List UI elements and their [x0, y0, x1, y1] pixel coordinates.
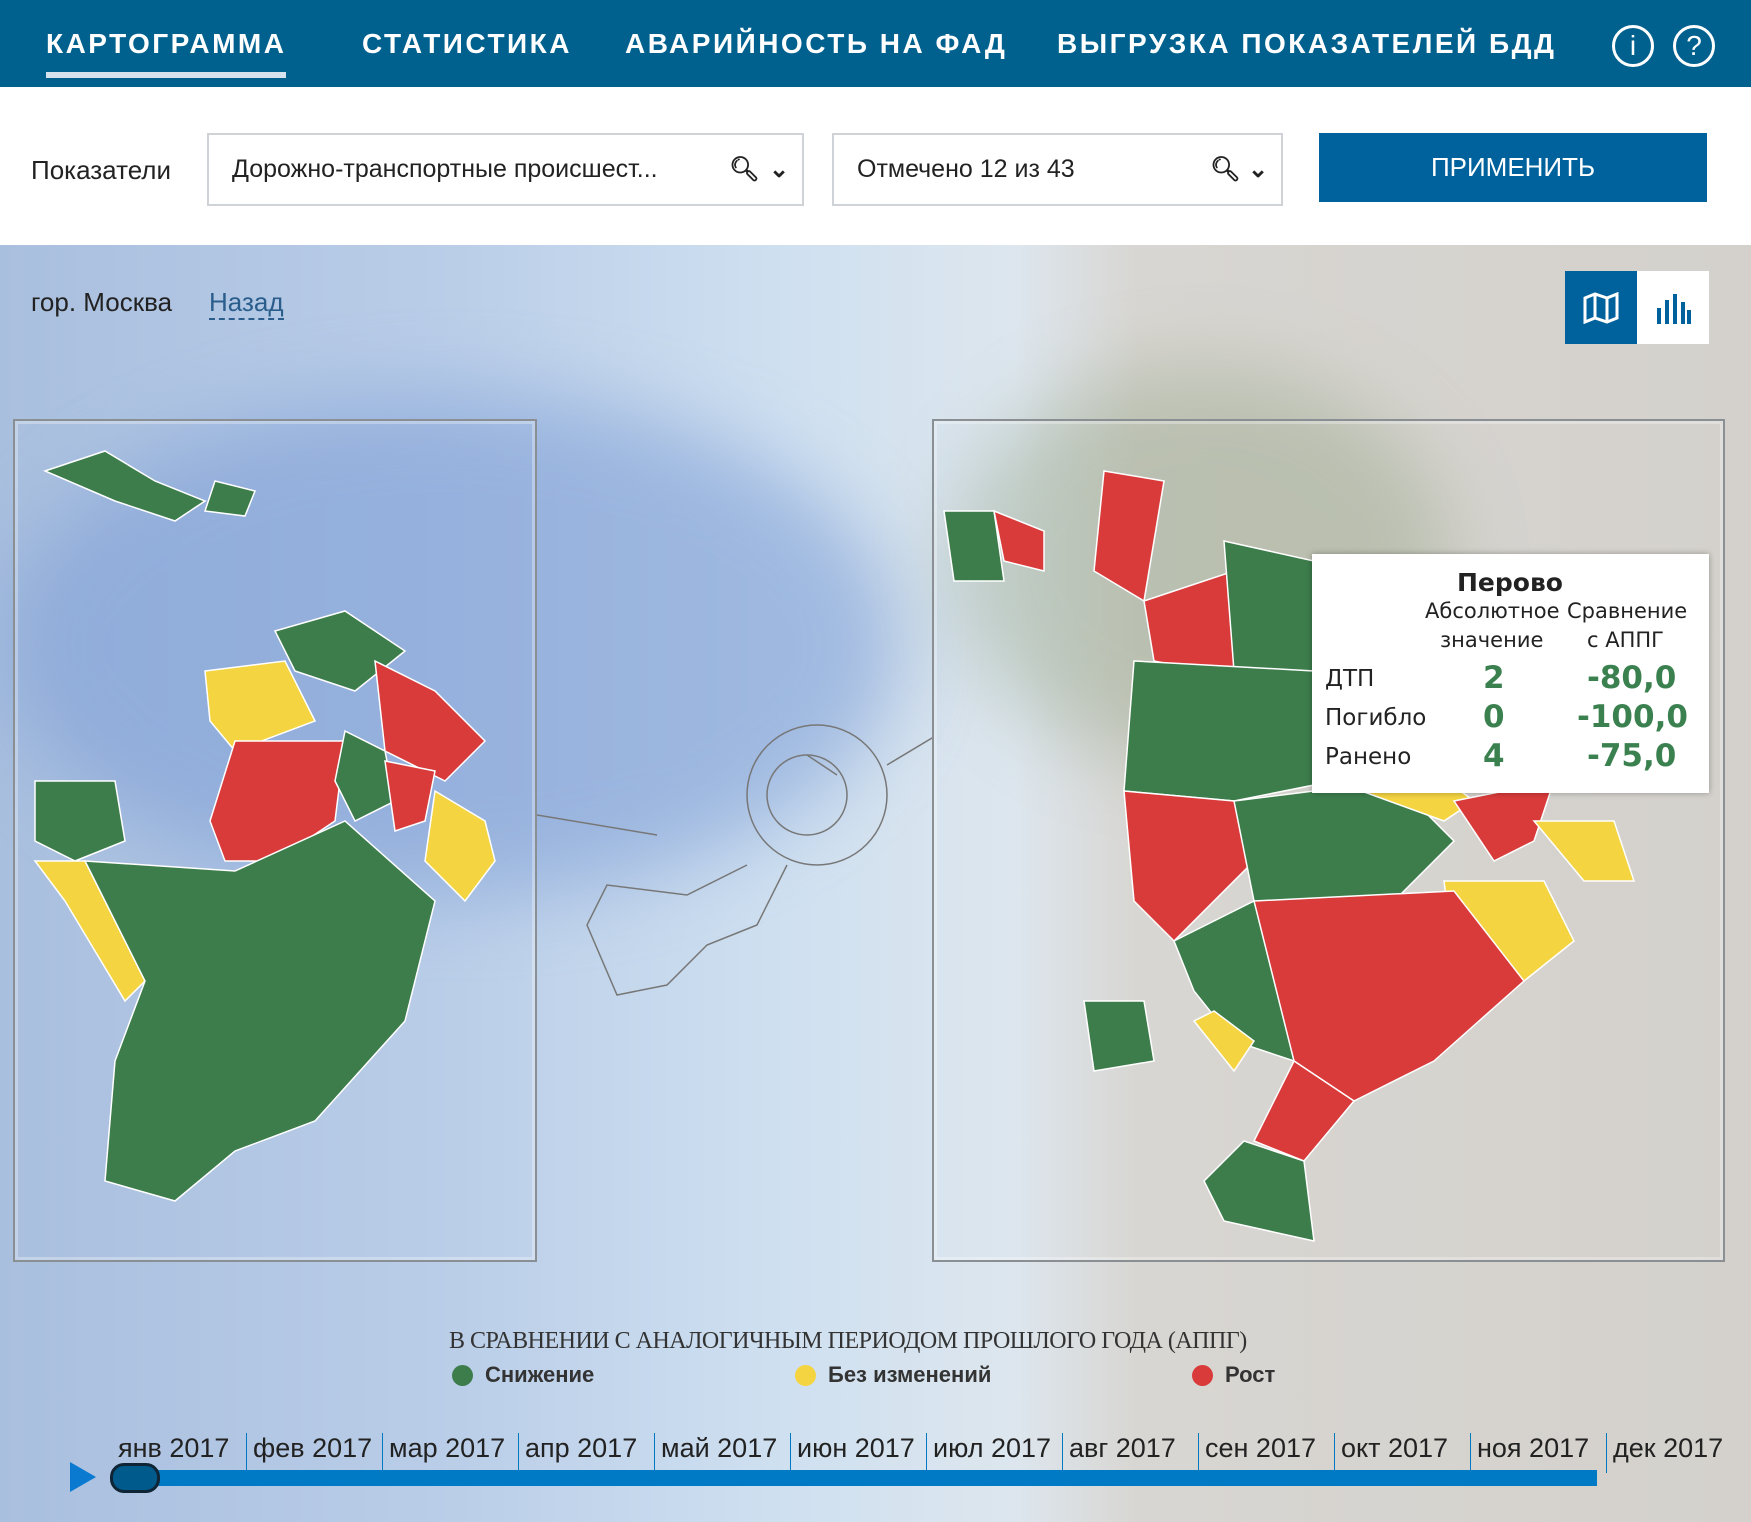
tab-export[interactable]: ВЫГРУЗКА ПОКАЗАТЕЛЕЙ БДД [1057, 28, 1557, 59]
district-shape[interactable] [1192, 1010, 1256, 1073]
bar-chart-icon [1657, 293, 1691, 324]
district-shape[interactable] [204, 660, 317, 752]
legend-decrease: Снижение [452, 1362, 594, 1388]
indicators-label: Показатели [31, 155, 171, 185]
tab-fad-accidents[interactable]: АВАРИЙНОСТЬ НА ФАД [625, 28, 1008, 59]
col-header: Сравнение [1567, 599, 1688, 623]
district-shape[interactable] [424, 789, 496, 903]
red-dot-icon [1192, 1364, 1213, 1386]
district-shape[interactable] [33, 860, 146, 1003]
timeline-month[interactable]: июн 2017 [790, 1433, 915, 1473]
district-shape[interactable] [83, 820, 436, 1202]
district-shape[interactable] [384, 760, 436, 832]
district-shape[interactable] [1093, 470, 1165, 603]
row-change: -80,0 [1587, 660, 1677, 696]
district-shape[interactable] [1532, 820, 1636, 882]
district-shape[interactable] [1173, 899, 1296, 1063]
col-header: Абсолютное [1425, 599, 1560, 623]
legend-label: Рост [1225, 1362, 1276, 1387]
district-shape[interactable] [943, 510, 1005, 582]
map-icon [1583, 291, 1619, 324]
old-moscow-map [932, 419, 1725, 1262]
search-icon: 🔍︎ [729, 156, 760, 183]
legend-label: Без изменений [828, 1362, 992, 1387]
chevron-down-icon: ⌄ [1248, 156, 1269, 183]
yellow-dot-icon [795, 1364, 816, 1386]
row-value: 2 [1483, 660, 1505, 696]
district-tooltip: Перово Абсолютное значение Сравнение с А… [1312, 554, 1709, 793]
timeline-handle[interactable] [110, 1463, 160, 1493]
timeline-month[interactable]: июл 2017 [926, 1433, 1051, 1473]
new-moscow-map [13, 419, 537, 1262]
row-label: Ранено [1325, 744, 1412, 770]
current-region: гор. Москва [31, 287, 173, 317]
timeline-month[interactable]: апр 2017 [518, 1433, 637, 1473]
indicator-value: Дорожно-транспортные происшест... [232, 155, 658, 183]
row-value: 4 [1483, 738, 1505, 774]
district-value: Отмечено 12 из 43 [857, 155, 1075, 183]
timeline-month[interactable]: фев 2017 [246, 1433, 372, 1473]
district-shape[interactable] [42, 450, 207, 522]
district-shape[interactable] [1203, 1140, 1315, 1242]
legend-nochange: Без изменений [795, 1362, 991, 1388]
row-change: -75,0 [1587, 738, 1677, 774]
row-change: -100,0 [1577, 699, 1688, 735]
timeline-month[interactable]: ноя 2017 [1470, 1433, 1589, 1473]
legend-label: Снижение [485, 1362, 595, 1387]
new-moscow-districts [33, 450, 496, 1202]
timeline-month[interactable]: май 2017 [654, 1433, 777, 1473]
timeline-month[interactable]: мар 2017 [382, 1433, 505, 1473]
timeline-month[interactable]: дек 2017 [1606, 1433, 1723, 1473]
moscow-overview-map [537, 724, 932, 996]
timeline-month[interactable]: янв 2017 [118, 1433, 230, 1463]
green-dot-icon [452, 1364, 473, 1386]
legend-increase: Рост [1192, 1362, 1275, 1388]
map-view-button[interactable] [1565, 271, 1637, 344]
row-label: ДТП [1325, 666, 1375, 692]
district-shape[interactable] [374, 659, 487, 782]
search-icon: 🔍︎ [1210, 156, 1241, 183]
apply-button[interactable]: ПРИМЕНИТЬ [1319, 133, 1707, 202]
help-icon[interactable]: ? [1673, 25, 1715, 67]
timeline-month[interactable]: окт 2017 [1334, 1433, 1448, 1473]
moscow-districts [943, 470, 1636, 1242]
timeline-track[interactable] [112, 1470, 1597, 1486]
district-shape[interactable] [203, 480, 257, 517]
tab-statistics[interactable]: СТАТИСТИКА [362, 28, 572, 59]
info-icon[interactable]: i [1612, 25, 1654, 67]
chevron-down-icon: ⌄ [769, 156, 790, 183]
district-shape[interactable] [1083, 1000, 1155, 1072]
indicator-select[interactable]: Дорожно-транспортные происшест... 🔍︎ ⌄ [207, 133, 804, 206]
chart-view-button[interactable] [1637, 271, 1709, 344]
timeline-month[interactable]: авг 2017 [1062, 1433, 1176, 1473]
row-value: 0 [1483, 699, 1505, 735]
district-shape[interactable] [1123, 790, 1255, 943]
map-area: гор. Москва Назад [0, 245, 1751, 1522]
col-header: значение [1440, 628, 1544, 652]
district-shape[interactable] [992, 509, 1045, 572]
district-shape[interactable] [1123, 660, 1335, 802]
back-link[interactable]: Назад [209, 287, 284, 320]
timeline-month[interactable]: сен 2017 [1198, 1433, 1316, 1473]
tab-cartogram[interactable]: КАРТОГРАММА [46, 28, 287, 78]
col-header: с АППГ [1587, 628, 1664, 652]
district-shape[interactable] [34, 780, 126, 862]
district-shape[interactable] [334, 729, 396, 823]
district-select[interactable]: Отмечено 12 из 43 🔍︎ ⌄ [832, 133, 1283, 206]
filter-bar: Показатели Дорожно-транспортные происшес… [0, 87, 1741, 245]
row-label: Погибло [1325, 705, 1427, 731]
tooltip-title: Перово [1457, 568, 1563, 597]
top-nav: КАРТОГРАММА СТАТИСТИКА АВАРИЙНОСТЬ НА ФА… [0, 0, 1751, 87]
legend-title: В СРАВНЕНИИ С АНАЛОГИЧНЫМ ПЕРИОДОМ ПРОШЛ… [449, 1328, 1247, 1354]
play-icon[interactable] [70, 1462, 96, 1492]
